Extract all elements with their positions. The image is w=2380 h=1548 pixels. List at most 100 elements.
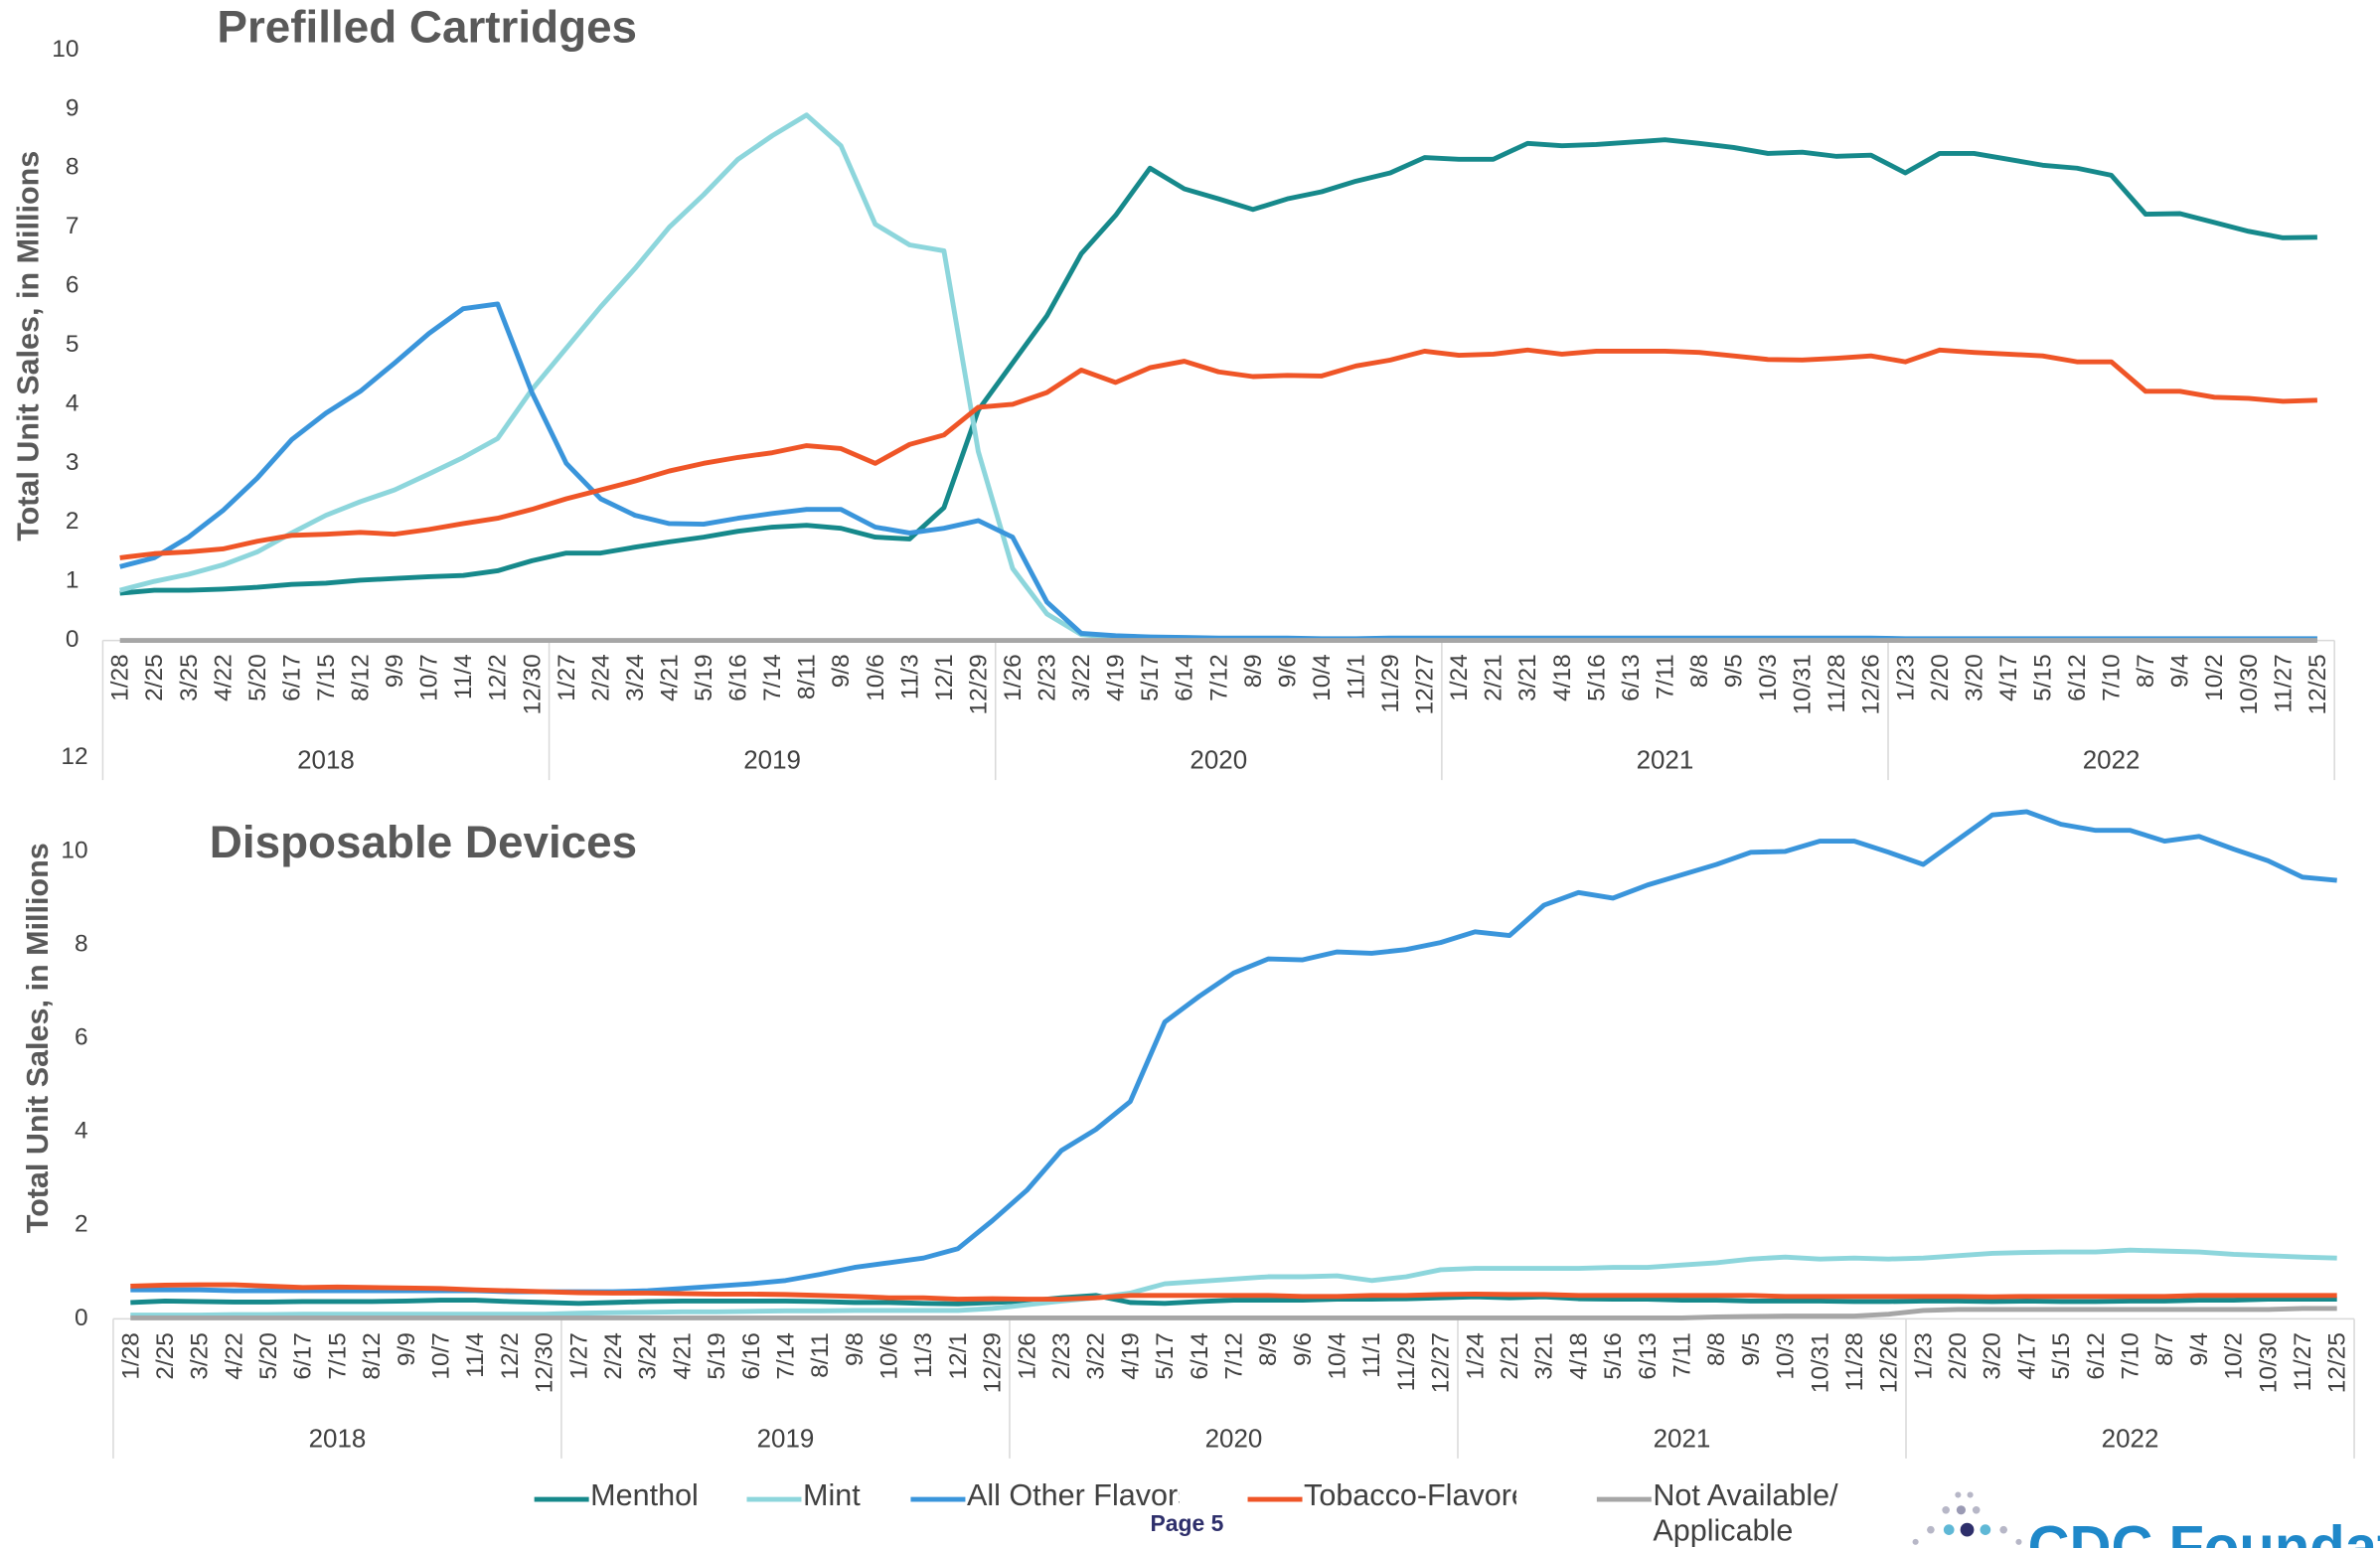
x-tick-label: 2/20	[1927, 654, 1954, 701]
x-tick-label: 12/25	[2324, 1332, 2351, 1393]
x-tick-label: 2/20	[1945, 1332, 1972, 1380]
x-tick-label: 1/26	[1014, 1332, 1040, 1380]
x-tick-label: 11/4	[462, 1332, 489, 1378]
legend-label: Menthol	[590, 1479, 699, 1513]
y-tick-label: 6	[75, 1024, 88, 1051]
x-tick-label: 5/16	[1583, 654, 1610, 701]
x-tick-label: 6/16	[725, 654, 752, 701]
legend-label: Not Available/ Applicable	[1653, 1479, 1838, 1548]
x-tick-label: 11/1	[1343, 654, 1369, 699]
x-tick-label: 12/30	[519, 654, 546, 714]
y-tick-label: 7	[66, 213, 79, 239]
year-label: 2021	[1654, 1423, 1711, 1453]
x-tick-label: 11/27	[2290, 1332, 2316, 1391]
x-tick-label: 9/4	[2186, 1332, 2213, 1366]
x-tick-label: 7/11	[1652, 654, 1678, 699]
y-tick-label: 3	[66, 449, 79, 476]
x-tick-label: 7/15	[324, 1332, 351, 1380]
x-tick-label: 9/6	[1274, 654, 1301, 688]
x-tick-label: 9/8	[842, 1332, 869, 1366]
x-tick-label: 7/12	[1205, 654, 1232, 701]
year-label: 2022	[2102, 1423, 2159, 1453]
year-label: 2022	[2083, 745, 2141, 775]
x-tick-label: 8/11	[807, 1332, 834, 1378]
x-tick-label: 6/12	[2083, 1332, 2110, 1380]
x-tick-label: 11/28	[1824, 654, 1850, 712]
x-tick-label: 4/17	[2013, 1332, 2040, 1380]
x-tick-label: 8/12	[359, 1332, 386, 1380]
x-tick-label: 12/1	[931, 654, 958, 701]
x-tick-label: 10/3	[1755, 654, 1782, 701]
x-tick-label: 10/2	[2201, 654, 2228, 701]
x-tick-label: 2/25	[152, 1332, 179, 1380]
y-axis-title: Total Unit Sales, in Millions	[21, 843, 55, 1233]
x-tick-label: 8/9	[1240, 654, 1267, 688]
year-label: 2018	[309, 1423, 367, 1453]
x-tick-label: 4/19	[1103, 654, 1130, 701]
legend-item: Menthol	[590, 1479, 699, 1513]
x-tick-label: 1/27	[565, 1332, 592, 1380]
x-tick-label: 10/2	[2221, 1332, 2248, 1380]
year-label: 2019	[743, 745, 801, 775]
x-tick-label: 4/22	[210, 654, 237, 701]
x-tick-label: 10/30	[2255, 1332, 2282, 1393]
y-tick-label: 0	[75, 1305, 88, 1331]
x-tick-label: 10/31	[1790, 654, 1817, 714]
year-label: 2018	[297, 745, 355, 775]
legend-label: Mint	[803, 1479, 861, 1513]
x-tick-label: 10/30	[2236, 654, 2263, 714]
x-tick-label: 8/12	[348, 654, 375, 701]
y-axis-title: Total Unit Sales, in Millions	[12, 151, 46, 542]
x-tick-label: 6/17	[290, 1332, 317, 1380]
x-tick-label: 1/23	[1892, 654, 1919, 701]
x-tick-label: 7/10	[2099, 654, 2126, 701]
y-tick-label: 9	[66, 94, 79, 121]
x-tick-label: 10/3	[1773, 1332, 1800, 1380]
x-tick-label: 9/5	[1721, 654, 1748, 688]
x-tick-label: 2/23	[1034, 654, 1061, 701]
x-tick-label: 4/21	[656, 654, 683, 701]
x-tick-label: 5/20	[244, 654, 271, 701]
x-tick-label: 12/26	[1858, 654, 1885, 714]
series-line	[130, 1282, 2337, 1303]
x-tick-label: 9/5	[1738, 1332, 1765, 1366]
x-tick-label: 7/10	[2118, 1332, 2144, 1380]
x-tick-label: 5/19	[704, 1332, 730, 1380]
year-label: 2020	[1190, 745, 1247, 775]
x-tick-label: 8/8	[1703, 1332, 1730, 1366]
y-tick-label: 2	[75, 1211, 88, 1238]
x-tick-label: 4/22	[221, 1332, 247, 1380]
x-tick-label: 3/22	[1083, 1332, 1110, 1380]
x-tick-label: 3/24	[622, 654, 649, 701]
x-tick-label: 11/3	[896, 654, 923, 699]
x-tick-label: 5/17	[1152, 1332, 1179, 1380]
x-tick-label: 1/24	[1446, 654, 1473, 701]
x-tick-label: 12/27	[1412, 654, 1439, 714]
x-tick-label: 12/29	[965, 654, 992, 714]
legend-label: Tobacco-Flavored	[1304, 1479, 1516, 1513]
x-tick-label: 3/22	[1068, 654, 1095, 701]
y-tick-label: 12	[61, 743, 87, 770]
x-tick-label: 12/27	[1428, 1332, 1455, 1393]
x-tick-label: 10/6	[863, 654, 889, 701]
series-line	[119, 137, 2317, 596]
x-tick-label: 3/21	[1531, 1332, 1558, 1380]
logo-text: CDC Foundation	[2028, 1514, 2380, 1548]
y-tick-label: 5	[66, 331, 79, 358]
legend-label: All Other Flavors	[966, 1479, 1180, 1513]
x-tick-label: 12/2	[497, 1332, 524, 1380]
x-tick-label: 4/18	[1549, 654, 1576, 701]
x-tick-label: 6/13	[1618, 654, 1645, 701]
y-tick-label: 2	[66, 508, 79, 535]
x-tick-label: 9/9	[382, 654, 408, 688]
x-tick-label: 3/20	[1980, 1332, 2006, 1380]
x-tick-label: 5/16	[1600, 1332, 1627, 1380]
x-tick-label: 1/24	[1462, 1332, 1489, 1380]
x-tick-label: 12/30	[532, 1332, 558, 1393]
x-tick-label: 7/14	[759, 654, 786, 701]
x-tick-label: 11/29	[1377, 654, 1404, 712]
x-tick-label: 11/3	[910, 1332, 937, 1378]
chart-title: Prefilled Cartridges	[217, 2, 637, 53]
